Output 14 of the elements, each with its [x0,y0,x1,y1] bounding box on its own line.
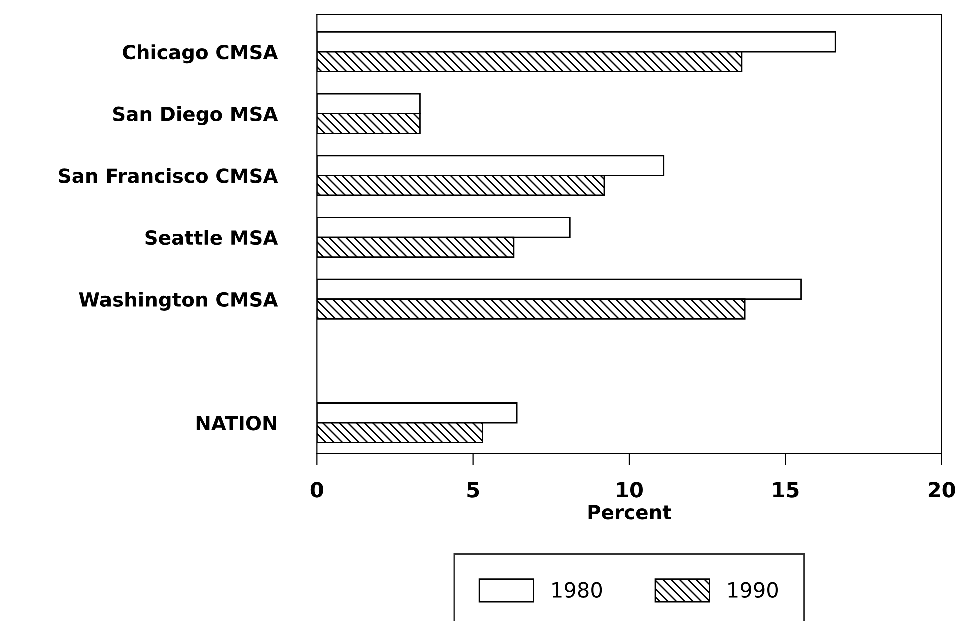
x-axis-title: Percent [588,505,672,520]
legend-label: 1980 [552,582,602,598]
legend-label: 1990 [728,582,778,598]
y-tick-label: Seattle MSA [146,230,278,246]
x-tick-label: 15 [774,482,799,498]
y-tick-label: Washington CMSA [79,292,278,311]
y-tick-label: NATION [196,416,276,431]
x-tick-label: 10 [617,482,643,498]
x-tick-label: 0 [310,482,324,498]
x-tick-label: 20 [928,482,956,498]
y-tick-label: San Francisco CMSA [59,168,278,184]
y-tick-label: San Diego MSA [113,106,278,126]
x-tick-label: 5 [468,482,480,498]
y-tick-label: Chicago CMSA [123,44,278,64]
